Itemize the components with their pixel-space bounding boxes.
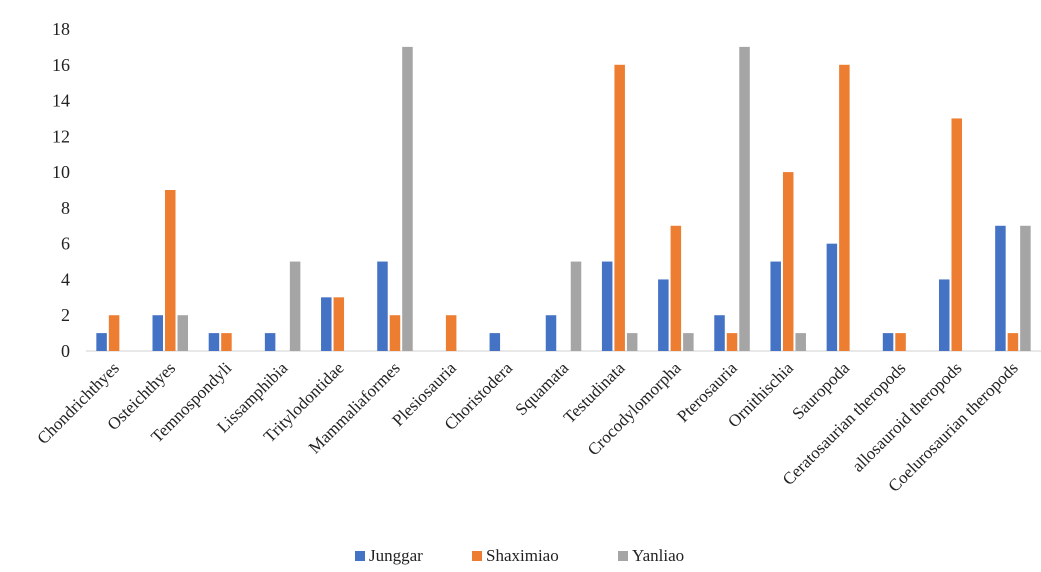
bar-shaximiao-sauropoda [839, 64, 850, 351]
bar-shaximiao-tritylodontidae [333, 297, 345, 351]
bar-shaximiao-temnospondyli [221, 333, 232, 351]
bar-shaximiao-ceratosaurian-theropods [895, 333, 906, 351]
bar-junggar-coelurosaurian-theropods [995, 225, 1006, 351]
y-tick-label: 12 [52, 126, 70, 146]
y-tick-label: 2 [61, 305, 70, 325]
x-category-label: allosauroid theropods [848, 358, 965, 475]
bar-junggar-choristodera [489, 333, 501, 351]
category-labels: ChondrichthyesOsteichthyesTemnospondyliL… [33, 358, 1021, 496]
bar-yanliao-squamata [570, 261, 582, 351]
bar-junggar-squamata [545, 315, 557, 351]
legend-label-yanliao: Yanliao [632, 546, 684, 565]
y-axis-labels: 0 2 4 6 8 10 12 14 16 18 [52, 19, 70, 361]
bar-junggar-tritylodontidae [321, 297, 332, 351]
bar-shaximiao-pterosauria [726, 333, 738, 351]
bar-shaximiao-ornithischia [782, 172, 794, 351]
y-tick-label: 18 [52, 19, 70, 39]
x-category-label: Chondrichthyes [33, 358, 123, 448]
bar-shaximiao-chondrichthyes [108, 315, 120, 351]
bar-junggar-sauropoda [826, 243, 838, 351]
bar-yanliao-coelurosaurian-theropods [1020, 225, 1031, 351]
bar-yanliao-ornithischia [795, 333, 806, 351]
bar-junggar-lissamphibia [264, 333, 276, 351]
bar-shaximiao-coelurosaurian-theropods [1007, 333, 1019, 351]
bars-group [96, 46, 1031, 351]
bar-yanliao-crocodylomorpha [683, 333, 694, 351]
legend-swatch-junggar [355, 551, 365, 561]
bar-junggar-mammaliaformes [377, 261, 388, 351]
bar-shaximiao-osteichthyes [165, 190, 176, 351]
y-tick-label: 0 [61, 341, 70, 361]
bar-junggar-crocodylomorpha [658, 279, 669, 351]
bar-yanliao-mammaliaformes [402, 46, 413, 351]
legend-swatch-yanliao [618, 551, 628, 561]
y-tick-label: 14 [52, 91, 70, 111]
y-tick-label: 16 [52, 55, 70, 75]
legend-label-junggar: Junggar [369, 546, 423, 565]
bar-shaximiao-allosauroid-theropods [951, 118, 962, 351]
bar-shaximiao-plesiosauria [445, 315, 457, 351]
bar-junggar-allosauroid-theropods [938, 279, 950, 351]
y-tick-label: 8 [61, 198, 70, 218]
bar-junggar-chondrichthyes [96, 333, 107, 351]
bar-junggar-osteichthyes [152, 315, 164, 351]
legend-swatch-shaximiao [472, 551, 482, 561]
bar-junggar-ornithischia [770, 261, 781, 351]
bar-shaximiao-testudinata [614, 64, 625, 351]
bar-yanliao-lissamphibia [289, 261, 301, 351]
bar-junggar-testudinata [601, 261, 613, 351]
y-tick-label: 6 [61, 234, 70, 254]
bar-yanliao-osteichthyes [177, 315, 189, 351]
bar-yanliao-testudinata [626, 333, 638, 351]
bar-shaximiao-mammaliaformes [389, 315, 401, 351]
y-tick-label: 4 [61, 269, 70, 289]
y-tick-label: 10 [52, 162, 70, 182]
bar-junggar-pterosauria [714, 315, 725, 351]
bar-junggar-temnospondyli [208, 333, 220, 351]
legend-label-shaximiao: Shaximiao [486, 546, 559, 565]
bar-shaximiao-crocodylomorpha [670, 225, 682, 351]
bar-yanliao-pterosauria [739, 46, 750, 351]
legend: Junggar Shaximiao Yanliao [355, 546, 684, 565]
bar-junggar-ceratosaurian-theropods [882, 333, 894, 351]
